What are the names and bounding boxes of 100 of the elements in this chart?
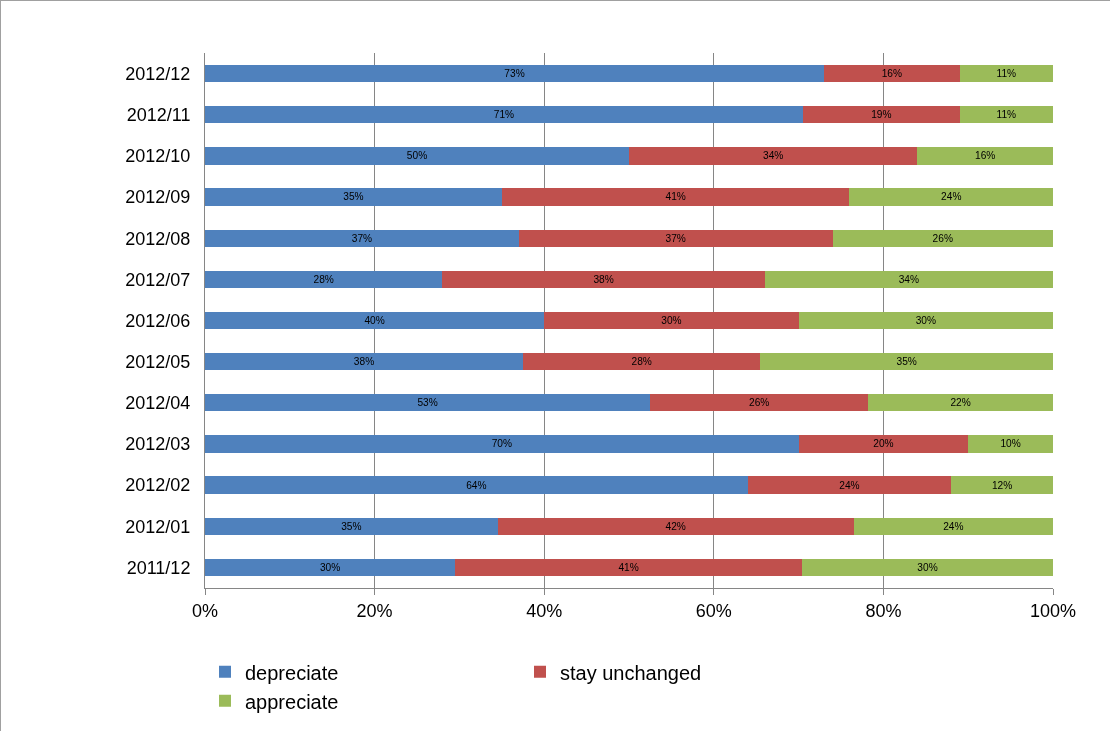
y-tick-label: 2012/04 — [125, 393, 191, 414]
data-label: 16% — [975, 150, 996, 162]
data-label: 37% — [351, 232, 373, 244]
data-label: 30% — [661, 314, 682, 326]
y-tick-label: 2012/07 — [125, 269, 191, 290]
x-tick-label: 80% — [865, 600, 902, 621]
y-tick-label: 2012/01 — [125, 516, 191, 537]
bar — [544, 311, 799, 330]
y-tick-label: 2012/02 — [125, 475, 191, 496]
y-tick-label: 2012/06 — [125, 310, 191, 331]
bar — [868, 394, 1053, 412]
bar — [205, 517, 498, 535]
bar — [205, 229, 519, 247]
data-label: 70% — [491, 438, 512, 450]
bar — [205, 394, 651, 412]
data-label: 28% — [631, 356, 652, 368]
data-label: 34% — [763, 150, 784, 162]
data-label: 35% — [343, 191, 364, 203]
data-label: 40% — [364, 314, 385, 326]
bar — [205, 476, 748, 494]
bar — [832, 229, 1053, 247]
data-label: 30% — [319, 561, 341, 573]
y-tick-label: 2012/12 — [125, 63, 191, 84]
data-label: 38% — [353, 356, 375, 368]
data-label: 41% — [618, 561, 639, 573]
data-label: 41% — [665, 191, 686, 203]
bar — [501, 188, 850, 206]
data-label: 30% — [915, 314, 936, 326]
bar — [917, 147, 1053, 165]
data-label: 24% — [941, 191, 962, 203]
data-label: 26% — [932, 232, 953, 244]
bar — [849, 188, 1053, 206]
y-tick-label: 2012/05 — [125, 351, 191, 372]
y-tick-label: 2012/08 — [125, 228, 191, 249]
data-label: 28% — [313, 273, 334, 285]
bar — [205, 64, 825, 83]
data-label: 38% — [593, 273, 614, 285]
legend-label: depreciate — [245, 661, 339, 684]
x-tick-label: 20% — [356, 600, 393, 621]
data-label: 50% — [406, 150, 428, 162]
x-tick-label: 40% — [526, 600, 563, 621]
data-label: 34% — [898, 273, 919, 285]
bar — [205, 147, 629, 165]
bar — [747, 476, 952, 494]
y-tick-label: 2012/09 — [125, 187, 191, 208]
data-label: 42% — [665, 520, 686, 532]
bar — [205, 558, 456, 577]
data-label: 11% — [996, 67, 1017, 79]
bar — [205, 188, 502, 206]
bar — [853, 517, 1053, 535]
bar — [959, 64, 1053, 83]
bar — [442, 270, 765, 288]
y-tick-label: 2012/11 — [126, 105, 191, 126]
bar — [760, 353, 1053, 371]
bar — [205, 106, 803, 124]
data-label: 35% — [896, 356, 917, 368]
bar — [798, 435, 969, 453]
data-label: 26% — [749, 397, 770, 409]
bar — [801, 558, 1053, 577]
bar — [968, 435, 1053, 453]
data-label: 11% — [996, 109, 1017, 121]
y-tick-label: 2011/12 — [126, 557, 191, 578]
data-label: 24% — [839, 479, 860, 491]
data-label: 24% — [943, 520, 964, 532]
x-tick-label: 0% — [191, 600, 219, 621]
data-label: 19% — [871, 109, 892, 121]
data-label: 22% — [950, 397, 971, 409]
data-label: 71% — [493, 109, 515, 121]
bar — [205, 353, 523, 371]
data-label: 20% — [873, 438, 894, 450]
bar — [802, 106, 960, 124]
data-label: 64% — [466, 479, 487, 491]
bar — [629, 147, 918, 165]
bar — [205, 435, 799, 453]
bar — [497, 517, 854, 535]
bar — [523, 353, 761, 371]
bar — [798, 311, 1053, 330]
bar — [518, 229, 833, 247]
data-label: 37% — [665, 232, 686, 244]
bar — [959, 106, 1053, 124]
bar — [455, 558, 802, 577]
data-label: 73% — [504, 67, 525, 79]
x-tick-label: 100% — [1029, 600, 1077, 621]
data-label: 53% — [417, 397, 438, 409]
bar — [205, 311, 545, 330]
data-label: 35% — [341, 520, 362, 532]
legend-label: stay unchanged — [560, 661, 702, 684]
data-label: 10% — [1000, 438, 1021, 450]
bar — [824, 64, 960, 83]
bar — [764, 270, 1053, 288]
data-label: 30% — [917, 561, 938, 573]
bar — [205, 270, 443, 288]
x-tick-label: 60% — [695, 600, 732, 621]
y-tick-label: 2012/10 — [125, 146, 191, 167]
legend-label: appreciate — [245, 690, 339, 713]
bar — [951, 476, 1053, 494]
y-tick-label: 2012/03 — [125, 434, 191, 455]
bar — [650, 394, 869, 412]
data-label: 12% — [991, 479, 1013, 491]
data-label: 16% — [881, 67, 903, 79]
